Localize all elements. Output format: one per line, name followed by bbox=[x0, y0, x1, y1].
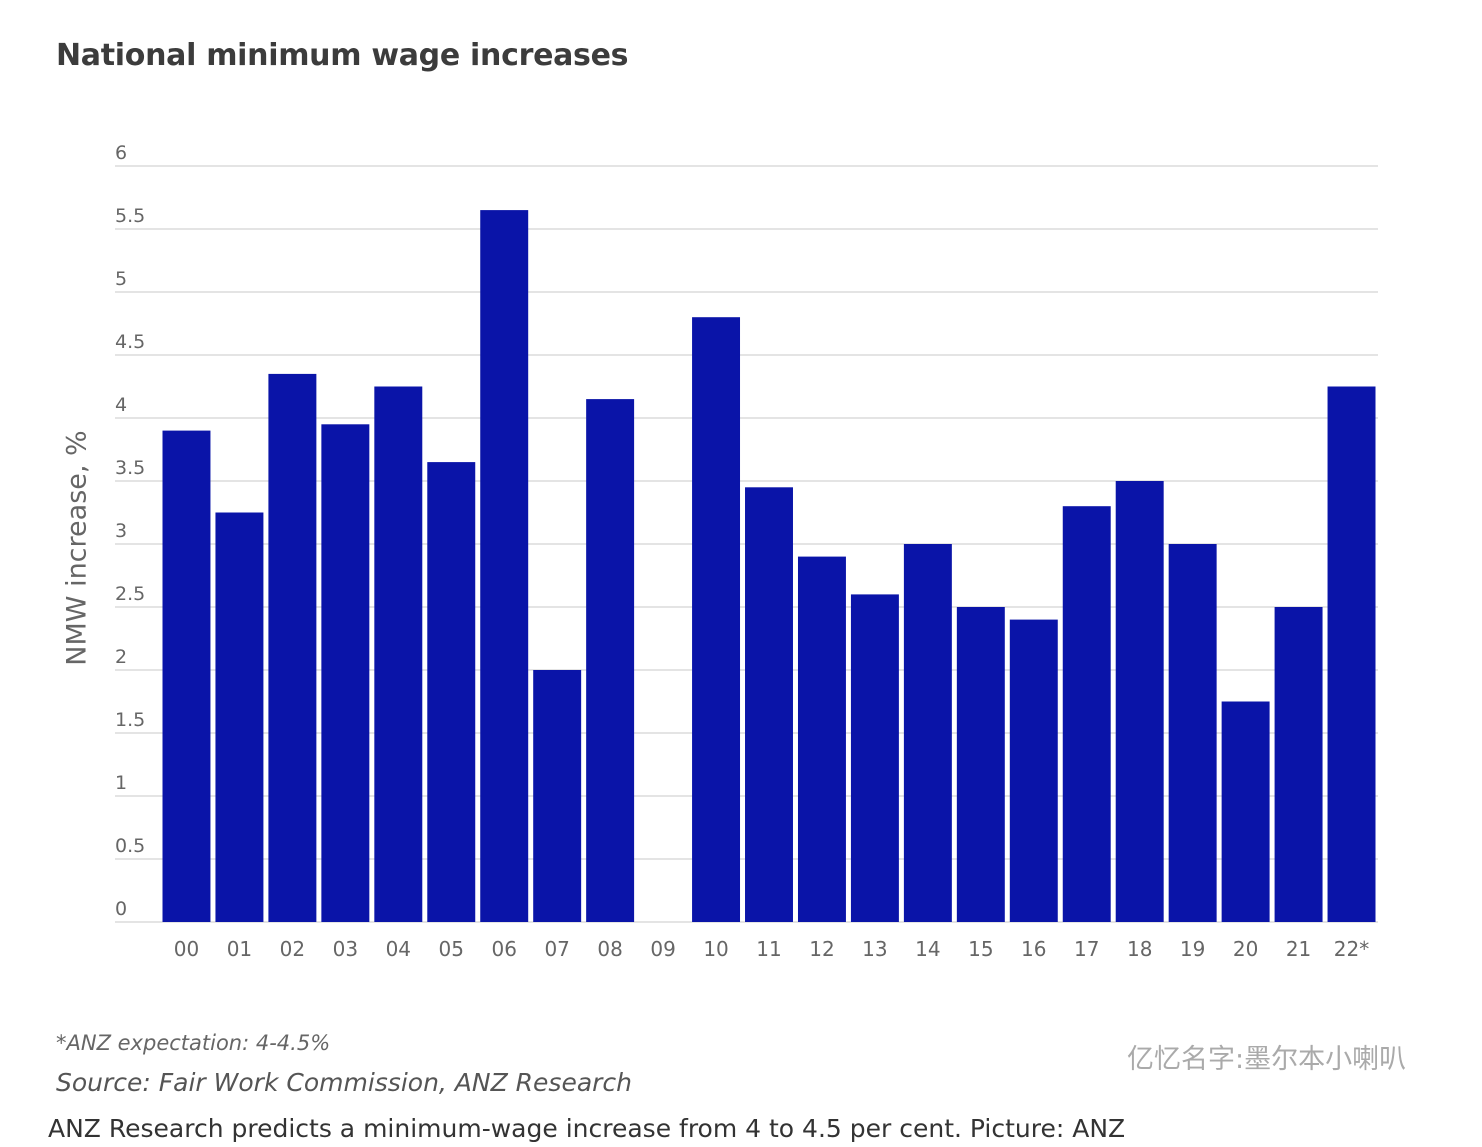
x-tick-labels: 00 01 02 03 04 05 06 07 08 09 10 11 12 13 14 15 16 17 18 19… bbox=[174, 937, 1369, 961]
x-tick-label: 01 bbox=[227, 937, 252, 961]
bar-17 bbox=[1062, 506, 1111, 922]
chart-source: Source: Fair Work Commission, ANZ Resear… bbox=[56, 1068, 633, 1097]
bar-00 bbox=[162, 430, 211, 922]
y-tick-label: 5 bbox=[115, 268, 127, 290]
y-tick-label: 5.5 bbox=[115, 205, 145, 227]
y-tick-labels: 0 0.5 1 1.5 2 2.5 3 3.5 4 4.5 5 5.5 6 bbox=[115, 142, 145, 920]
image-caption: ANZ Research predicts a minimum-wage inc… bbox=[48, 1114, 1126, 1143]
bar-16 bbox=[1009, 619, 1058, 922]
y-tick-label: 2 bbox=[115, 646, 127, 668]
y-tick-label: 3.5 bbox=[115, 457, 145, 479]
x-tick-label: 17 bbox=[1074, 937, 1099, 961]
bar-18 bbox=[1115, 481, 1164, 922]
x-tick-label: 05 bbox=[439, 937, 464, 961]
x-tick-label: 22* bbox=[1334, 937, 1369, 961]
x-tick-label: 13 bbox=[862, 937, 887, 961]
x-tick-label: 10 bbox=[703, 937, 728, 961]
x-tick-label: 15 bbox=[968, 937, 993, 961]
bars bbox=[162, 210, 1376, 923]
bar-12 bbox=[797, 556, 846, 922]
chart-title: National minimum wage increases bbox=[56, 38, 629, 73]
bar-03 bbox=[321, 424, 370, 922]
x-tick-label: 03 bbox=[333, 937, 358, 961]
x-tick-label: 20 bbox=[1233, 937, 1258, 961]
x-tick-label: 00 bbox=[174, 937, 199, 961]
y-tick-label: 0.5 bbox=[115, 835, 145, 857]
y-tick-label: 4.5 bbox=[115, 331, 145, 353]
bar-01 bbox=[215, 512, 264, 922]
bar-08 bbox=[586, 399, 635, 923]
y-tick-label: 2.5 bbox=[115, 583, 145, 605]
bar-13 bbox=[850, 594, 899, 922]
x-tick-label: 19 bbox=[1180, 937, 1205, 961]
bar-10 bbox=[692, 317, 741, 922]
bar-07 bbox=[533, 670, 582, 922]
x-tick-label: 09 bbox=[650, 937, 675, 961]
bar-04 bbox=[374, 386, 423, 922]
y-tick-label: 1.5 bbox=[115, 709, 145, 731]
y-tick-label: 3 bbox=[115, 520, 127, 542]
bar-02 bbox=[268, 373, 317, 922]
x-tick-label: 02 bbox=[280, 937, 305, 961]
y-tick-label: 6 bbox=[115, 142, 127, 164]
x-tick-label: 18 bbox=[1127, 937, 1152, 961]
bar-21 bbox=[1274, 607, 1323, 922]
bar-14 bbox=[903, 544, 952, 922]
y-tick-label: 4 bbox=[115, 394, 127, 416]
x-tick-label: 11 bbox=[756, 937, 781, 961]
bar-22 bbox=[1327, 386, 1376, 922]
bar-06 bbox=[480, 210, 529, 923]
y-tick-label: 0 bbox=[115, 898, 127, 920]
bar-19 bbox=[1168, 544, 1217, 922]
x-tick-label: 07 bbox=[544, 937, 569, 961]
x-tick-label: 04 bbox=[386, 937, 411, 961]
x-tick-label: 21 bbox=[1286, 937, 1311, 961]
x-tick-label: 16 bbox=[1021, 937, 1046, 961]
bar-chart: 0 0.5 1 1.5 2 2.5 3 3.5 4 4.5 5 5.5 6 00 01 02 03 04 05 06… bbox=[115, 142, 1378, 961]
x-tick-label: 06 bbox=[491, 937, 516, 961]
bar-05 bbox=[427, 462, 476, 922]
watermark: 亿忆名字:墨尔本小喇叭 bbox=[1127, 1044, 1407, 1075]
bar-20 bbox=[1221, 701, 1270, 922]
y-tick-label: 1 bbox=[115, 772, 127, 794]
bar-15 bbox=[956, 607, 1005, 922]
x-tick-label: 12 bbox=[809, 937, 834, 961]
chart-note: *ANZ expectation: 4-4.5% bbox=[56, 1031, 331, 1055]
x-tick-label: 14 bbox=[915, 937, 940, 961]
bar-11 bbox=[745, 487, 793, 922]
x-tick-label: 08 bbox=[597, 937, 622, 961]
